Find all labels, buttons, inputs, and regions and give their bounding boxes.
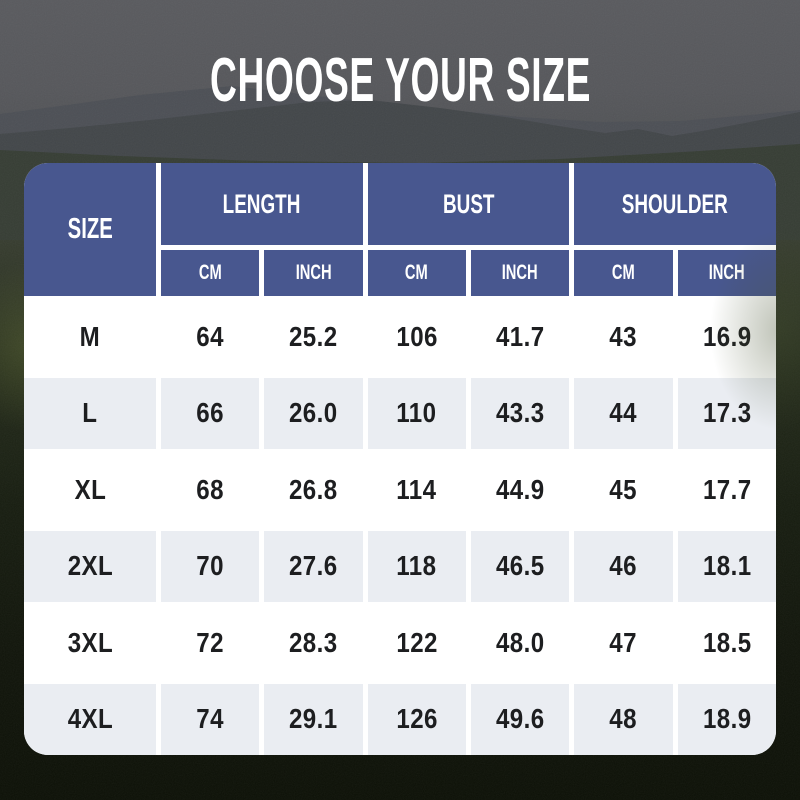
value-cell: 48 [574, 683, 673, 755]
value-cell: 48.0 [471, 607, 570, 679]
value-cell: 25.2 [264, 301, 363, 373]
value-cell: 45 [574, 454, 673, 526]
value-cell: 44 [574, 377, 673, 449]
subcolumn-header-bust-inch: INCH [471, 250, 570, 296]
value-cell: 46 [574, 530, 673, 602]
value-cell: 43.3 [471, 377, 570, 449]
size-cell: M [24, 301, 156, 373]
value-cell: 126 [367, 683, 466, 755]
subcolumn-header-length-inch: INCH [264, 250, 363, 296]
column-header-shoulder: SHOULDER [574, 163, 776, 245]
column-header-size: SIZE [24, 163, 156, 296]
value-cell: 29.1 [264, 683, 363, 755]
column-header-length: LENGTH [161, 163, 363, 245]
value-cell: 106 [367, 301, 466, 373]
value-cell: 68 [161, 454, 260, 526]
size-cell: 2XL [24, 530, 156, 602]
value-cell: 18.1 [677, 530, 776, 602]
size-cell: L [24, 377, 156, 449]
value-cell: 49.6 [471, 683, 570, 755]
size-chart-table: SIZE LENGTH BUST SHOULDER CM INCH CM INC… [24, 163, 776, 755]
value-cell: 17.7 [677, 454, 776, 526]
value-cell: 47 [574, 607, 673, 679]
size-cell: 3XL [24, 607, 156, 679]
subcolumn-header-bust-cm: CM [367, 250, 466, 296]
column-header-bust: BUST [367, 163, 570, 245]
subcolumn-header-shoulder-cm: CM [574, 250, 673, 296]
value-cell: 26.8 [264, 454, 363, 526]
value-cell: 46.5 [471, 530, 570, 602]
value-cell: 70 [161, 530, 260, 602]
value-cell: 118 [367, 530, 466, 602]
value-cell: 18.9 [677, 683, 776, 755]
size-cell: XL [24, 454, 156, 526]
size-cell: 4XL [24, 683, 156, 755]
value-cell: 114 [367, 454, 466, 526]
value-cell: 110 [367, 377, 466, 449]
value-cell: 43 [574, 301, 673, 373]
subcolumn-header-length-cm: CM [161, 250, 260, 296]
value-cell: 41.7 [471, 301, 570, 373]
value-cell: 17.3 [677, 377, 776, 449]
value-cell: 18.5 [677, 607, 776, 679]
value-cell: 66 [161, 377, 260, 449]
value-cell: 16.9 [677, 301, 776, 373]
value-cell: 72 [161, 607, 260, 679]
value-cell: 122 [367, 607, 466, 679]
page-title: CHOOSE YOUR SIZE [209, 46, 591, 115]
value-cell: 74 [161, 683, 260, 755]
value-cell: 27.6 [264, 530, 363, 602]
value-cell: 44.9 [471, 454, 570, 526]
value-cell: 64 [161, 301, 260, 373]
value-cell: 28.3 [264, 607, 363, 679]
subcolumn-header-shoulder-inch: INCH [677, 250, 776, 296]
value-cell: 26.0 [264, 377, 363, 449]
